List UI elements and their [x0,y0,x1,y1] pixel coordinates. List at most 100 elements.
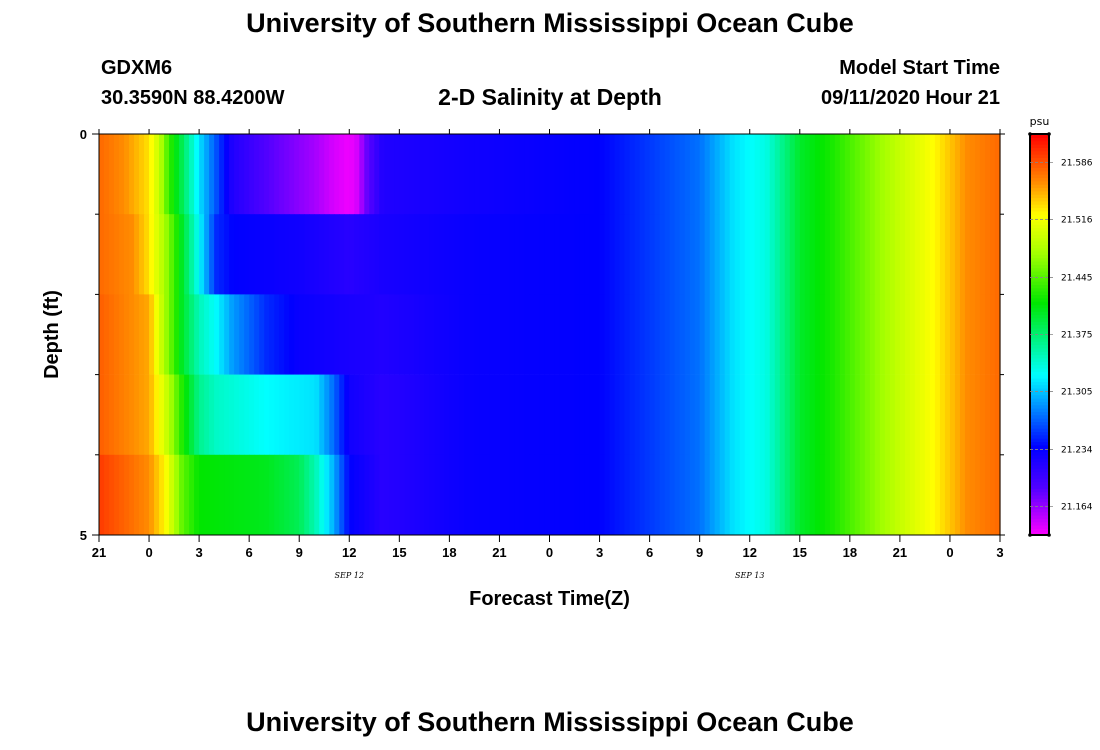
heatmap-cell [449,214,455,295]
heatmap-cell [609,134,616,215]
colorbar-segment [1030,397,1049,402]
heatmap-cell [874,454,881,536]
heatmap-cell [779,134,786,215]
heatmap-cell [464,294,471,375]
heatmap-cell [159,134,165,215]
heatmap-cell [174,454,180,536]
heatmap-cell [899,214,906,295]
heatmap-cell [194,454,200,536]
colorbar-segment [1030,411,1049,416]
heatmap-cell [854,134,861,215]
heatmap-cell [434,134,440,215]
heatmap-cell [579,134,586,215]
colorbar-segment [1030,190,1049,195]
heatmap-cell [464,134,471,215]
heatmap-cell [379,134,385,215]
heatmap-cell [394,294,400,375]
heatmap-cell [614,134,621,215]
heatmap-cell [844,134,851,215]
heatmap-cell [464,374,471,456]
heatmap-cell [424,454,430,536]
heatmap-cell [334,214,340,295]
heatmap-cell [139,454,145,536]
heatmap-cell [169,134,175,215]
heatmap-cell [784,294,791,375]
x-tick-label: 6 [646,545,653,560]
colorbar-segment [1030,194,1049,199]
colorbar-segment [1030,287,1049,292]
colorbar-segment [1030,524,1049,529]
heatmap-cell [249,374,255,456]
heatmap-cell [374,134,380,215]
heatmap-cell [234,454,240,536]
colorbar-segment [1030,150,1049,155]
colorbar-segment [1030,498,1049,503]
heatmap-cell [869,294,876,375]
heatmap-cell [844,374,851,456]
heatmap-cell [239,454,245,536]
heatmap-cell [394,374,400,456]
heatmap-cell [469,454,476,536]
heatmap-cell [269,294,275,375]
heatmap-cell [719,134,726,215]
heatmap-cell [289,134,295,215]
colorbar-segment [1030,167,1049,172]
heatmap-cell [439,294,445,375]
heatmap-cell [449,294,455,375]
heatmap-cell [279,134,285,215]
heatmap-cell [909,134,916,215]
heatmap-cell [459,454,466,536]
heatmap-cell [269,214,275,295]
heatmap-cell [564,374,571,456]
x-tick-label: 18 [442,545,456,560]
heatmap-cell [589,214,596,295]
heatmap-cell [864,294,871,375]
heatmap-cell [789,134,796,215]
heatmap-cell [269,454,275,536]
heatmap-cell [554,134,561,215]
colorbar-segment [1030,247,1049,252]
x-tick-label: 12 [742,545,756,560]
heatmap-cell [309,374,315,456]
heatmap-cell [709,294,716,375]
heatmap-cell [414,294,420,375]
heatmap-cell [404,214,410,295]
heatmap-cell [199,454,205,536]
heatmap-cell [949,454,956,536]
heatmap-cell [524,454,531,536]
heatmap-cell [814,374,821,456]
colorbar-segment [1030,250,1049,255]
colorbar-segment [1030,441,1049,446]
heatmap-cell [949,294,956,375]
heatmap-cell [744,454,751,536]
heatmap-cell [939,214,946,295]
colorbar-segment [1030,220,1049,225]
heatmap-cell [244,294,250,375]
heatmap-cell [404,294,410,375]
heatmap-cell [104,214,110,295]
heatmap-cell [979,454,986,536]
heatmap-cell [919,214,926,295]
heatmap-cell [319,214,325,295]
heatmap-cell [214,134,220,215]
heatmap-cell [829,294,836,375]
heatmap-cell [509,294,516,375]
colorbar-segment [1030,254,1049,259]
heatmap-cell [154,454,160,536]
heatmap-cell [509,374,516,456]
colorbar-segment [1030,267,1049,272]
heatmap-cell [204,454,210,536]
heatmap-cell [159,374,165,456]
colorbar-tick-label: 21.586 [1061,159,1093,169]
colorbar-segment [1030,504,1049,509]
heatmap-cell [429,294,435,375]
heatmap-cell [689,294,696,375]
heatmap-cell [399,454,405,536]
heatmap-cell [104,374,110,456]
heatmap-cell [164,294,170,375]
heatmap-cell [939,134,946,215]
heatmap-cell [524,294,531,375]
heatmap-cell [529,214,536,295]
heatmap-cell [124,454,130,536]
colorbar-segment [1030,140,1049,145]
